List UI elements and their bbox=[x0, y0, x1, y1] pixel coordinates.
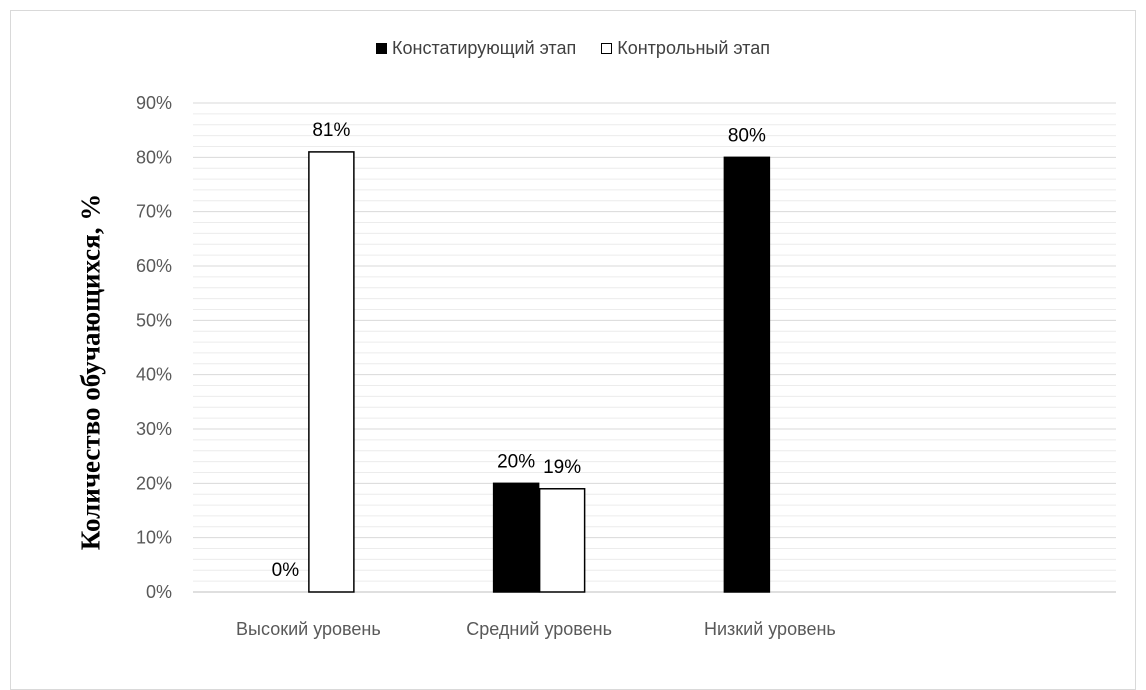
legend-label-stage-2: Контрольный этап bbox=[617, 38, 770, 58]
bar bbox=[723, 156, 771, 593]
legend-swatch-stage-1 bbox=[376, 43, 388, 54]
x-tick-label: Низкий уровень bbox=[704, 619, 836, 639]
y-tick-label: 60% bbox=[136, 256, 172, 276]
y-tick-label: 20% bbox=[136, 473, 172, 493]
legend: Констатирующий этап Контрольный этап bbox=[0, 38, 1146, 59]
bar bbox=[308, 151, 355, 593]
y-tick-label: 50% bbox=[136, 310, 172, 330]
y-tick-label: 90% bbox=[136, 93, 172, 113]
x-tick-label: Средний уровень bbox=[466, 619, 612, 639]
y-tick-label: 10% bbox=[136, 528, 172, 548]
data-label: 81% bbox=[312, 120, 350, 141]
y-tick-label: 0% bbox=[146, 582, 172, 602]
y-tick-label: 30% bbox=[136, 419, 172, 439]
data-label: 20% bbox=[497, 451, 535, 472]
legend-label-stage-1: Констатирующий этап bbox=[392, 38, 577, 58]
x-tick-label: Высокий уровень bbox=[236, 619, 381, 639]
bar-chart: 0% 10% 20% 30% 40% 50% 60% 70% 80% 90% Высокий уро… bbox=[136, 93, 1116, 639]
data-label: 19% bbox=[543, 457, 581, 478]
y-tick-label: 70% bbox=[136, 202, 172, 222]
bar bbox=[538, 488, 586, 593]
y-tick-label: 40% bbox=[136, 365, 172, 385]
data-label: 0% bbox=[272, 560, 300, 581]
legend-item-stage-1: Констатирующий этап bbox=[376, 38, 576, 59]
legend-swatch-stage-2 bbox=[601, 43, 613, 54]
y-tick-label: 80% bbox=[136, 147, 172, 167]
data-label: 80% bbox=[728, 125, 766, 146]
legend-item-stage-2: Контрольный этап bbox=[601, 38, 770, 59]
bar bbox=[492, 482, 540, 593]
